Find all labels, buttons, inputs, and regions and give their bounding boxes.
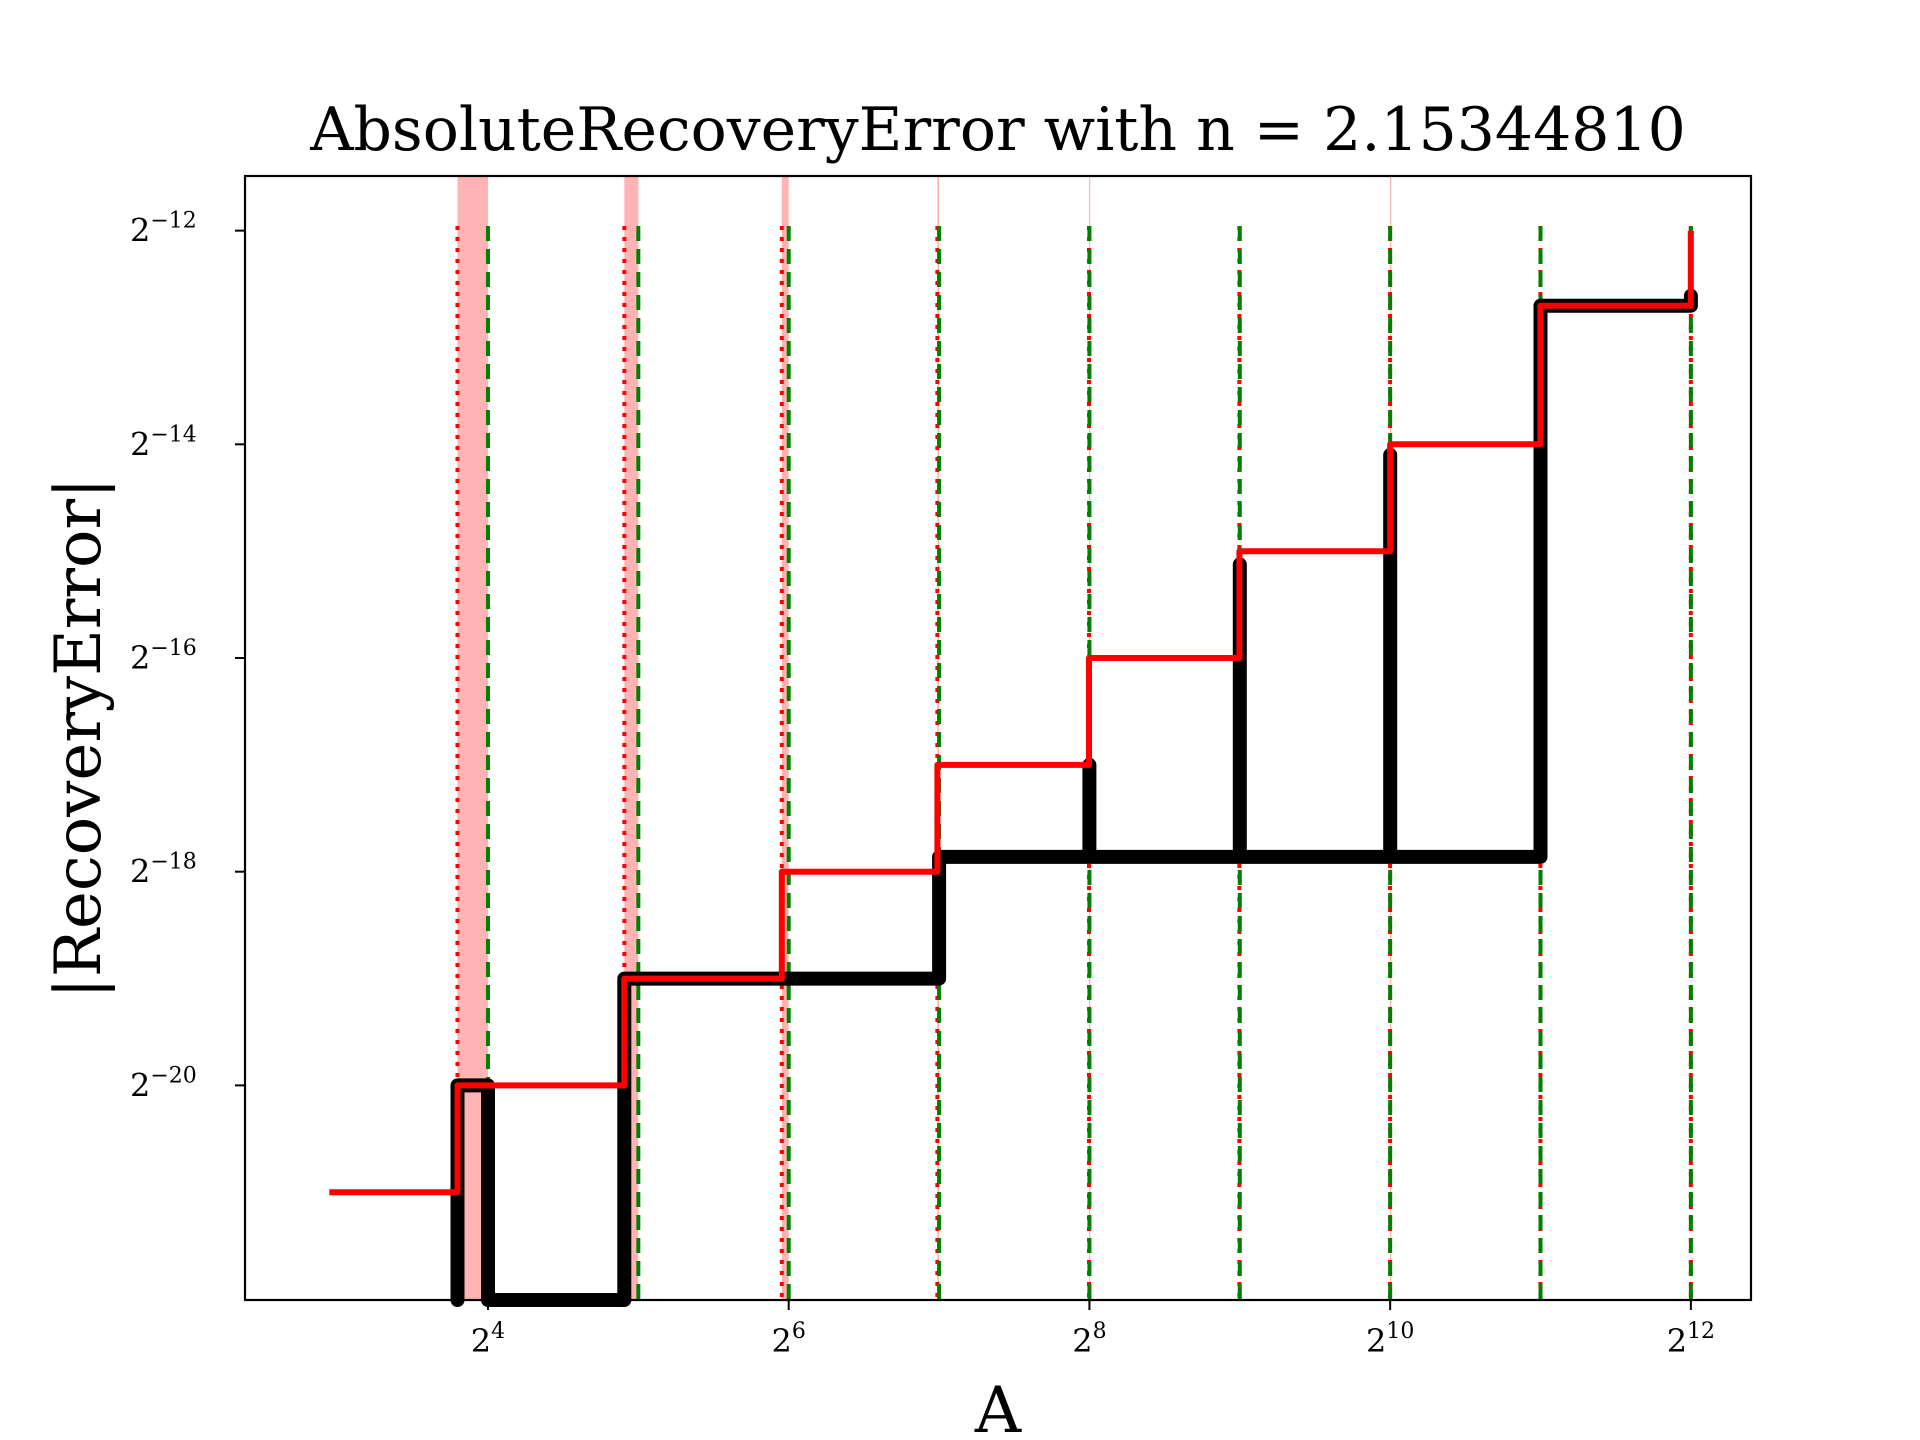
y-axis-ticks: 2−20 2−18 2−16 2−14 2−12 — [130, 209, 245, 1104]
y-axis-label: |RecoveryError| — [42, 477, 116, 998]
x-axis-ticks: 24 26 28 210 212 — [471, 1300, 1715, 1360]
y-tick-label: 2−12 — [130, 209, 197, 250]
x-tick-label: 28 — [1072, 1319, 1106, 1360]
y-tick-label: 2−16 — [130, 636, 197, 677]
y-tick-label: 2−18 — [130, 850, 197, 891]
x-tick-label: 26 — [772, 1319, 806, 1360]
axes — [243, 174, 1753, 1302]
plot-frame — [243, 174, 1753, 1302]
y-tick-label: 2−14 — [130, 422, 197, 463]
chart-title: AbsoluteRecoveryError with n = 2.1534481… — [309, 95, 1686, 165]
shaded-band — [781, 176, 789, 1300]
data-series — [329, 230, 1698, 1307]
red-step-series — [329, 230, 1694, 1196]
x-tick-label: 212 — [1667, 1319, 1715, 1360]
x-tick-label: 24 — [471, 1319, 505, 1360]
x-axis-label: A — [974, 1374, 1022, 1440]
y-tick-label: 2−20 — [130, 1063, 197, 1104]
shaded-bands — [457, 176, 1392, 1300]
x-tick-label: 210 — [1366, 1319, 1414, 1360]
